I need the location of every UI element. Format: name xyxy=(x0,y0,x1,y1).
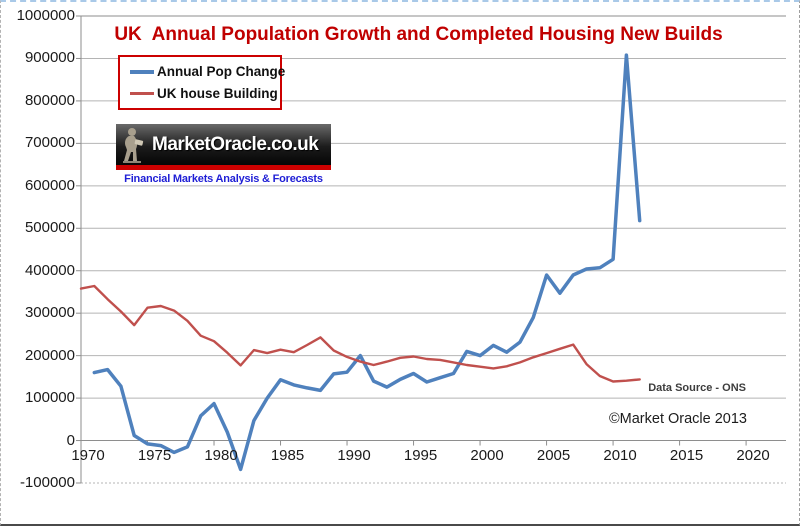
x-axis-label: 1985 xyxy=(270,446,305,464)
data-source-note: Data Source - ONS xyxy=(648,382,746,394)
legend-item-house-building: UK house Building xyxy=(120,86,280,101)
y-axis-label: 0 xyxy=(66,431,75,449)
y-axis-label: 100000 xyxy=(24,389,75,407)
y-axis-label: 200000 xyxy=(24,346,75,364)
y-axis-label: 600000 xyxy=(24,176,75,194)
x-axis-label: 2015 xyxy=(669,446,704,464)
x-axis-label: 2010 xyxy=(603,446,637,464)
x-axis-label: 1975 xyxy=(137,446,172,464)
y-axis-label: 700000 xyxy=(24,134,75,152)
logo-tagline: Financial Markets Analysis & Forecasts xyxy=(124,173,323,185)
chart-title: UK Annual Population Growth and Complete… xyxy=(114,24,723,45)
x-axis-label: 1995 xyxy=(403,446,438,464)
logo-red-stripe xyxy=(116,165,331,170)
y-axis-label: 800000 xyxy=(24,91,75,109)
annual-pop-change-line xyxy=(92,53,642,472)
uk-house-building-line xyxy=(79,284,641,383)
y-axis-label: -100000 xyxy=(19,474,75,491)
x-axis-label: 1980 xyxy=(204,446,238,464)
x-axis-label: 1990 xyxy=(337,446,371,464)
legend-label-house-building: UK house Building xyxy=(157,86,278,101)
x-axis-label: 2000 xyxy=(470,446,504,464)
house-building-line-swatch xyxy=(130,92,154,95)
seated-oracle-figure-icon xyxy=(123,128,144,163)
y-axis-label: 300000 xyxy=(24,304,75,322)
copyright-note: ©Market Oracle 2013 xyxy=(608,411,747,427)
marketoracle-logo: MarketOracle.co.uk Financial Markets Ana… xyxy=(116,124,331,185)
marketoracle-banner: MarketOracle.co.uk xyxy=(116,124,331,165)
x-axis-label: 1970 xyxy=(71,446,105,464)
y-axis-label: 400000 xyxy=(24,261,75,279)
chart-legend: Annual Pop Change UK house Building xyxy=(118,55,285,110)
y-axis-label: 1000000 xyxy=(16,7,75,24)
legend-label-pop-change: Annual Pop Change xyxy=(157,64,286,79)
x-axis-label: 2005 xyxy=(536,446,571,464)
y-axis-label: 900000 xyxy=(24,49,75,67)
x-axis-label: 2020 xyxy=(736,446,770,464)
pop-change-line-swatch xyxy=(130,69,154,74)
y-axis-label: 500000 xyxy=(24,219,75,237)
marketoracle-logo-text: MarketOracle.co.uk xyxy=(152,133,319,155)
legend-item-pop-change: Annual Pop Change xyxy=(120,64,285,79)
